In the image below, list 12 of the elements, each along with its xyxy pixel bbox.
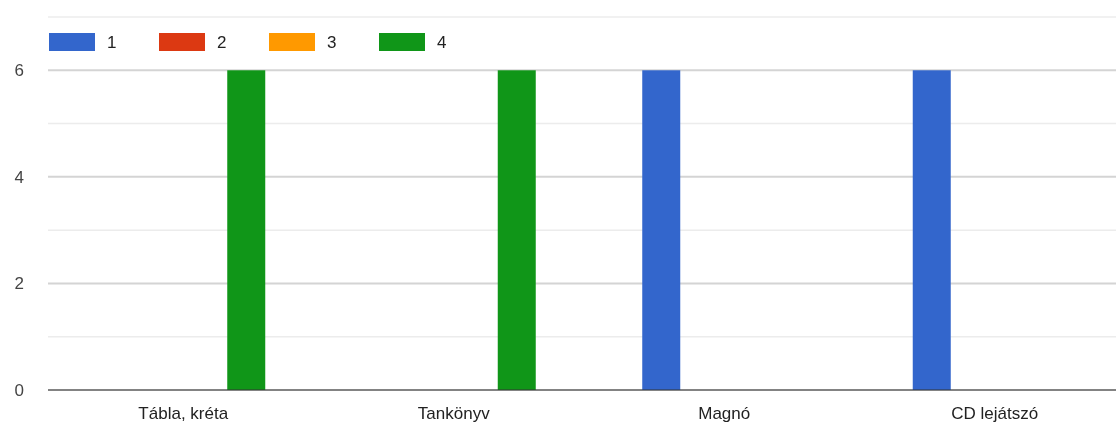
- y-tick-label: 0: [14, 380, 24, 400]
- legend-label: 4: [437, 32, 447, 52]
- legend-label: 1: [107, 32, 117, 52]
- legend-label: 2: [217, 32, 227, 52]
- x-tick-label: Magnó: [698, 404, 751, 423]
- x-tick-label: Tábla, kréta: [138, 404, 229, 423]
- x-tick-label: CD lejátszó: [951, 404, 1039, 423]
- x-tick-label: Tankönyv: [417, 404, 491, 423]
- y-tick-label: 2: [14, 274, 24, 294]
- y-tick-label: 6: [14, 61, 24, 81]
- legend-label: 3: [327, 32, 337, 52]
- y-tick-label: 4: [14, 167, 24, 187]
